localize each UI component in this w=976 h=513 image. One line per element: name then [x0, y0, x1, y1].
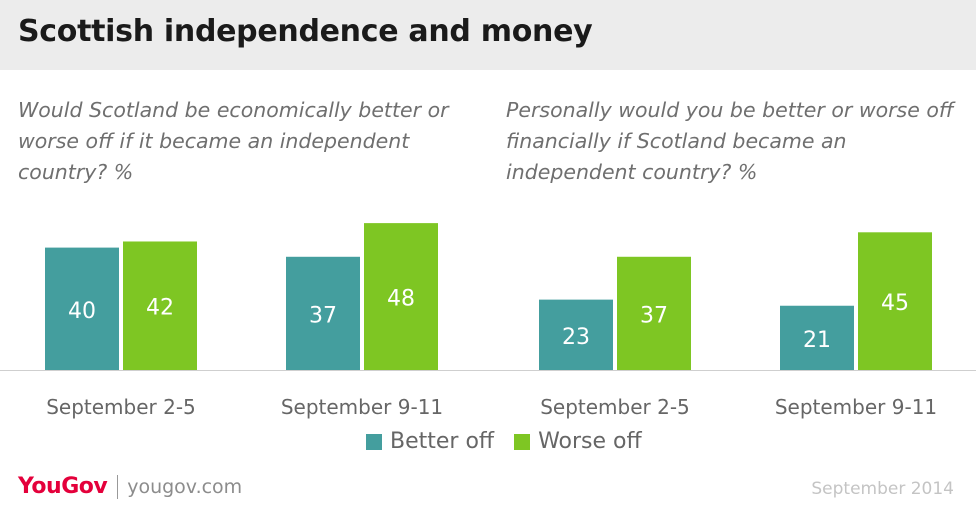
category-label: September 2-5 — [46, 395, 196, 419]
brand-divider — [117, 474, 119, 499]
site-url: yougov.com — [127, 475, 243, 498]
data-label-better-off: 37 — [309, 303, 337, 328]
bar-better-off — [286, 256, 360, 370]
legend-label-worse-off: Worse off — [538, 429, 642, 454]
data-label-worse-off: 37 — [640, 303, 668, 328]
publication-date: September 2014 — [811, 479, 954, 499]
bar-worse-off — [617, 256, 691, 370]
question-personal: Personally would you be better or worse … — [506, 98, 954, 184]
yougov-logo: YouGov — [18, 474, 108, 499]
bar-worse-off — [364, 223, 438, 370]
bar-worse-off — [123, 241, 197, 370]
brand: YouGov yougov.com — [18, 474, 242, 499]
data-label-better-off: 40 — [68, 299, 96, 324]
legend-label-better-off: Better off — [390, 429, 495, 454]
bar-better-off — [45, 247, 119, 370]
page-title: Scottish independence and money — [18, 14, 593, 49]
category-label: September 2-5 — [540, 395, 690, 419]
category-label: September 9-11 — [775, 395, 937, 419]
legend-item-worse-off: Worse off — [514, 429, 642, 454]
bar-better-off — [539, 299, 613, 370]
bar-worse-off — [858, 232, 932, 370]
data-label-better-off: 23 — [562, 325, 590, 350]
question-economy: Would Scotland be economically better or… — [18, 98, 449, 184]
category-label: September 9-11 — [281, 395, 443, 419]
legend: Better off Worse off — [366, 429, 662, 454]
legend-swatch-worse-off — [514, 433, 531, 450]
data-label-better-off: 21 — [803, 328, 831, 353]
header-bar: Scottish independence and money — [0, 0, 976, 70]
legend-item-better-off: Better off — [366, 429, 494, 454]
data-label-worse-off: 42 — [146, 296, 174, 321]
bar-better-off — [780, 305, 854, 370]
legend-swatch-better-off — [366, 433, 382, 450]
data-label-worse-off: 48 — [387, 287, 415, 312]
data-label-worse-off: 45 — [881, 291, 909, 316]
